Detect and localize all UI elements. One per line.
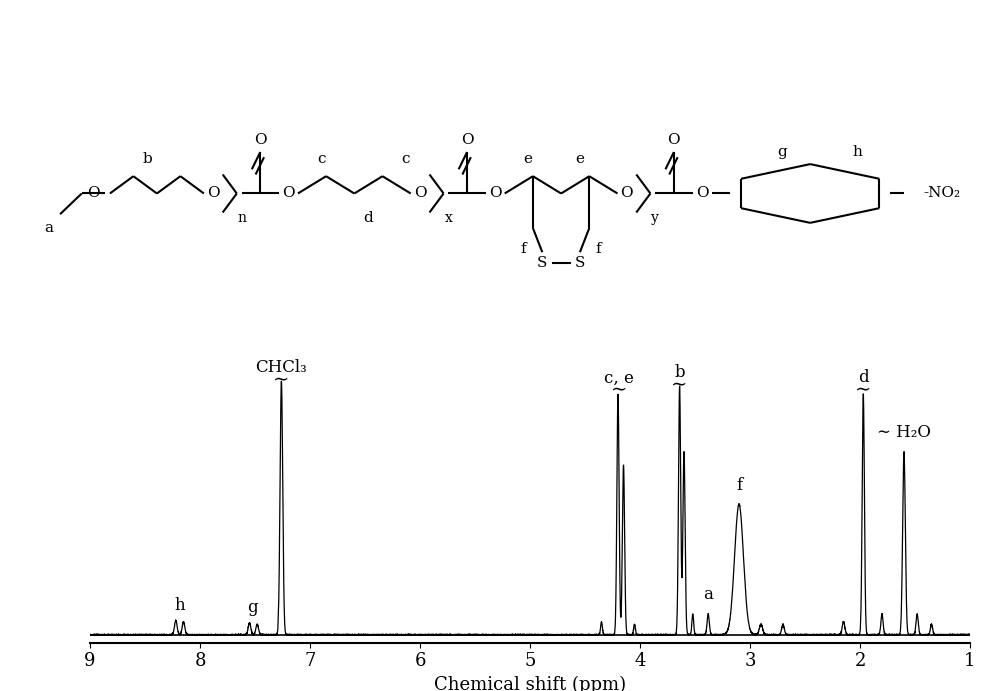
Text: ∼: ∼ <box>611 381 627 399</box>
Text: c: c <box>402 152 410 166</box>
Text: n: n <box>237 211 246 225</box>
Text: O: O <box>668 133 680 147</box>
Text: ∼: ∼ <box>273 371 290 389</box>
Text: O: O <box>621 187 633 200</box>
Text: O: O <box>282 187 295 200</box>
Text: y: y <box>651 211 659 225</box>
Text: f: f <box>736 477 742 493</box>
Text: h: h <box>175 597 186 614</box>
Text: h: h <box>852 145 862 159</box>
Text: O: O <box>461 133 473 147</box>
Text: b: b <box>143 152 152 166</box>
Text: a: a <box>44 221 53 235</box>
Text: O: O <box>254 133 267 147</box>
Text: g: g <box>247 600 258 616</box>
Text: O: O <box>696 187 708 200</box>
Text: ∼: ∼ <box>855 381 871 399</box>
Text: ∼: ∼ <box>671 376 688 395</box>
Text: O: O <box>489 187 502 200</box>
Text: O: O <box>207 187 220 200</box>
Text: g: g <box>777 145 787 159</box>
Text: e: e <box>575 152 584 166</box>
Text: d: d <box>858 370 869 386</box>
X-axis label: Chemical shift (ppm): Chemical shift (ppm) <box>434 676 626 691</box>
Text: ∼ H₂O: ∼ H₂O <box>877 424 931 442</box>
Text: c, e: c, e <box>604 370 634 386</box>
Text: O: O <box>414 187 426 200</box>
Text: d: d <box>364 211 373 225</box>
Text: e: e <box>524 152 533 166</box>
Text: -NO₂: -NO₂ <box>923 187 960 200</box>
Text: S: S <box>575 256 585 269</box>
Text: f: f <box>596 242 602 256</box>
Text: f: f <box>521 242 526 256</box>
Text: CHCl₃: CHCl₃ <box>256 359 307 376</box>
Text: S: S <box>537 256 547 269</box>
Text: x: x <box>444 211 452 225</box>
Text: O: O <box>88 187 100 200</box>
Text: b: b <box>674 364 685 381</box>
Text: c: c <box>317 152 326 166</box>
Text: a: a <box>703 587 713 603</box>
